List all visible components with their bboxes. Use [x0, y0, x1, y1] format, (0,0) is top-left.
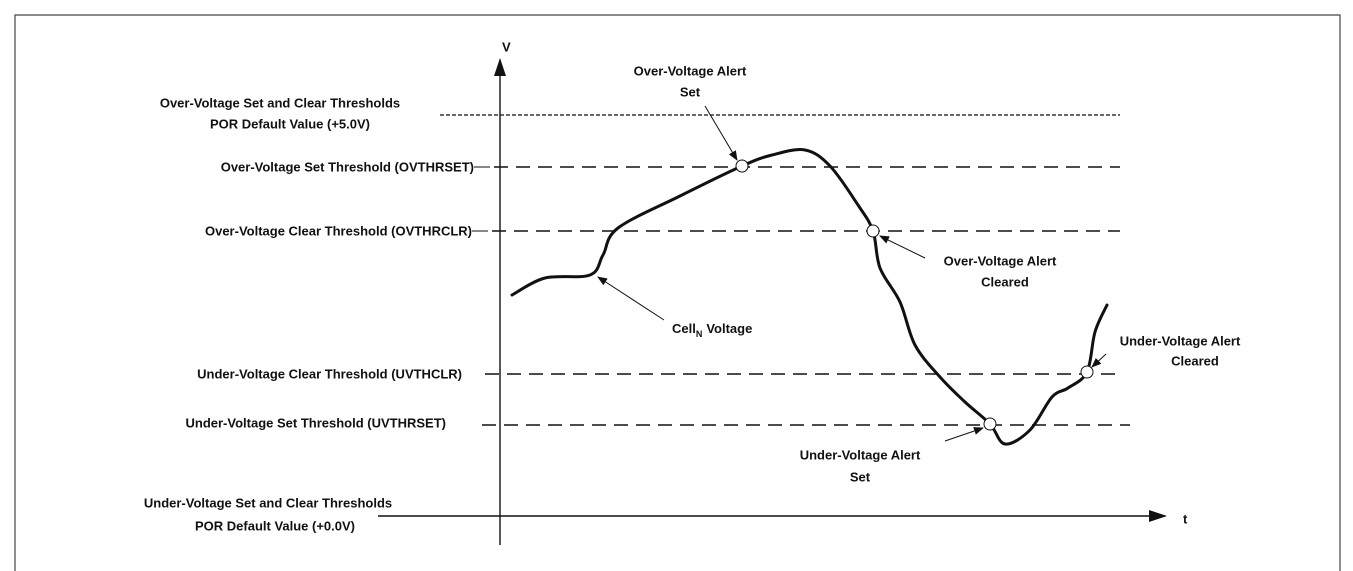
threshold-label: Over-Voltage Clear Threshold (OVTHRCLR)	[205, 223, 472, 238]
annotation: Set	[850, 469, 871, 484]
event-marker	[735, 159, 749, 173]
annotation: Set	[680, 84, 701, 99]
annotation: Under-Voltage Alert	[1120, 333, 1241, 348]
threshold-label: Over-Voltage Set and Clear Thresholds	[160, 95, 400, 110]
annotation: Cleared	[1171, 353, 1219, 368]
v-label: V	[502, 39, 511, 54]
frame	[14, 14, 1341, 571]
annotation: Cleared	[981, 274, 1029, 289]
arrow	[1091, 353, 1107, 368]
annotation: Over-Voltage Alert	[944, 253, 1057, 268]
event-marker	[866, 224, 880, 238]
threshold-label: POR Default Value (+0.0V)	[195, 518, 355, 533]
arrow	[704, 105, 738, 161]
arrow	[944, 427, 984, 442]
arrow	[879, 235, 926, 259]
t-label: t	[1183, 511, 1188, 526]
threshold-label: POR Default Value (+5.0V)	[210, 116, 370, 131]
event-marker	[1080, 365, 1094, 379]
cell-suffix: Voltage	[706, 321, 752, 336]
event-marker	[983, 417, 997, 431]
cell-label: Cell	[672, 321, 696, 336]
arrow	[597, 276, 665, 321]
threshold-label: Under-Voltage Set and Clear Thresholds	[144, 495, 392, 510]
annotation: Over-Voltage Alert	[634, 63, 747, 78]
cell-voltage-curve	[510, 148, 1109, 446]
threshold-label: Under-Voltage Set Threshold (UVTHRSET)	[186, 415, 447, 430]
annotation: CellN Voltage	[672, 321, 752, 339]
threshold-label: Under-Voltage Clear Threshold (UVTHCLR)	[197, 366, 462, 381]
threshold-label: Over-Voltage Set Threshold (OVTHRSET)	[221, 159, 474, 174]
annotation: Under-Voltage Alert	[800, 447, 921, 462]
cell-subscript: N	[696, 329, 703, 339]
